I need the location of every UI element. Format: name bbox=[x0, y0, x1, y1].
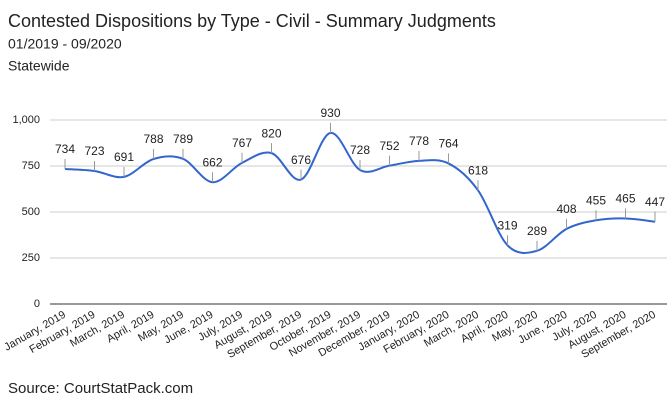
data-label: 752 bbox=[379, 139, 399, 153]
data-label: 778 bbox=[409, 134, 429, 148]
data-label: 820 bbox=[261, 126, 281, 140]
source-note: Source: CourtStatPack.com bbox=[8, 380, 193, 397]
data-label: 691 bbox=[114, 150, 134, 164]
data-label: 662 bbox=[202, 155, 222, 169]
data-label: 789 bbox=[173, 132, 193, 146]
data-label: 930 bbox=[320, 106, 340, 120]
data-label: 465 bbox=[615, 192, 635, 206]
data-label: 728 bbox=[350, 143, 370, 157]
data-label: 289 bbox=[527, 224, 547, 238]
y-tick-label: 1,000 bbox=[12, 114, 40, 126]
y-tick-label: 500 bbox=[22, 206, 40, 218]
data-label: 319 bbox=[497, 218, 517, 232]
data-label: 723 bbox=[84, 144, 104, 158]
chart-subtitle: 01/2019 - 09/2020 bbox=[8, 36, 122, 52]
data-label: 618 bbox=[468, 163, 488, 177]
data-label: 734 bbox=[55, 142, 75, 156]
data-label: 764 bbox=[438, 137, 458, 151]
data-label: 767 bbox=[232, 136, 252, 150]
data-label: 455 bbox=[586, 193, 606, 207]
data-label: 788 bbox=[143, 132, 163, 146]
y-tick-label: 250 bbox=[22, 252, 40, 264]
data-label: 447 bbox=[645, 195, 665, 209]
chart-title: Contested Dispositions by Type - Civil -… bbox=[8, 11, 496, 31]
data-label: 676 bbox=[291, 153, 311, 167]
data-label: 408 bbox=[556, 202, 576, 216]
chart-subtitle: Statewide bbox=[8, 58, 70, 74]
y-tick-label: 0 bbox=[34, 298, 40, 310]
y-tick-label: 750 bbox=[22, 160, 40, 172]
